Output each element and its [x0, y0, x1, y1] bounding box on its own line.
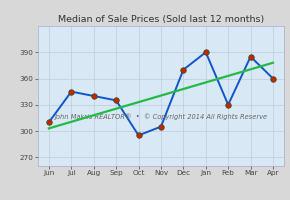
Text: John Makris REALTOR®  •  © Copyright 2014 All Rights Reserve: John Makris REALTOR® • © Copyright 2014 … — [55, 114, 267, 120]
Point — [181, 68, 186, 71]
Point — [271, 77, 275, 80]
Point — [69, 90, 74, 93]
Point — [204, 51, 208, 54]
Point — [136, 134, 141, 137]
Point — [91, 94, 96, 98]
Point — [159, 125, 163, 128]
Point — [47, 121, 51, 124]
Title: Median of Sale Prices (Sold last 12 months): Median of Sale Prices (Sold last 12 mont… — [58, 15, 264, 24]
Point — [114, 99, 118, 102]
Point — [226, 103, 231, 106]
Point — [248, 55, 253, 58]
